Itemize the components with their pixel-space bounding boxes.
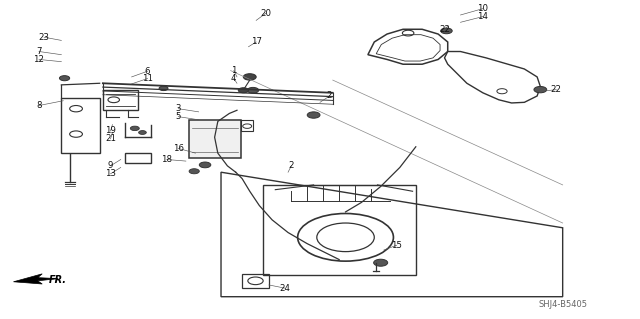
Text: 10: 10 — [477, 4, 488, 13]
Text: 14: 14 — [477, 12, 488, 21]
Text: 7: 7 — [36, 47, 42, 56]
Text: 13: 13 — [105, 169, 116, 178]
Circle shape — [534, 86, 547, 93]
Text: 9: 9 — [108, 161, 113, 170]
Circle shape — [60, 76, 70, 81]
Text: 15: 15 — [391, 241, 402, 250]
Text: 21: 21 — [105, 134, 116, 143]
Text: 20: 20 — [260, 9, 271, 18]
Circle shape — [243, 74, 256, 80]
Circle shape — [159, 86, 168, 91]
Text: 6: 6 — [145, 67, 150, 76]
Text: 8: 8 — [36, 101, 42, 110]
Text: 16: 16 — [173, 144, 184, 153]
Text: 12: 12 — [33, 55, 45, 64]
Text: 18: 18 — [161, 155, 172, 164]
Circle shape — [189, 169, 199, 174]
Circle shape — [374, 259, 388, 266]
Text: 22: 22 — [551, 85, 562, 94]
Circle shape — [139, 130, 147, 134]
Text: 19: 19 — [105, 126, 116, 135]
Circle shape — [199, 162, 211, 168]
Circle shape — [307, 112, 320, 118]
Text: 22: 22 — [439, 26, 450, 34]
Text: 4: 4 — [231, 74, 237, 83]
Text: 17: 17 — [251, 38, 262, 47]
Circle shape — [441, 28, 452, 34]
Text: 1: 1 — [231, 66, 237, 75]
Text: 23: 23 — [38, 33, 50, 42]
Text: FR.: FR. — [49, 275, 67, 285]
Text: 24: 24 — [280, 284, 291, 293]
Circle shape — [247, 87, 259, 93]
Polygon shape — [13, 274, 58, 284]
Text: SHJ4-B5405: SHJ4-B5405 — [538, 300, 587, 308]
Text: 11: 11 — [142, 74, 153, 83]
Polygon shape — [189, 121, 241, 158]
Text: 5: 5 — [175, 112, 181, 121]
Circle shape — [238, 88, 248, 93]
Text: 2: 2 — [327, 92, 332, 100]
Text: 3: 3 — [175, 104, 181, 113]
Circle shape — [131, 126, 140, 130]
Text: 2: 2 — [289, 161, 294, 170]
